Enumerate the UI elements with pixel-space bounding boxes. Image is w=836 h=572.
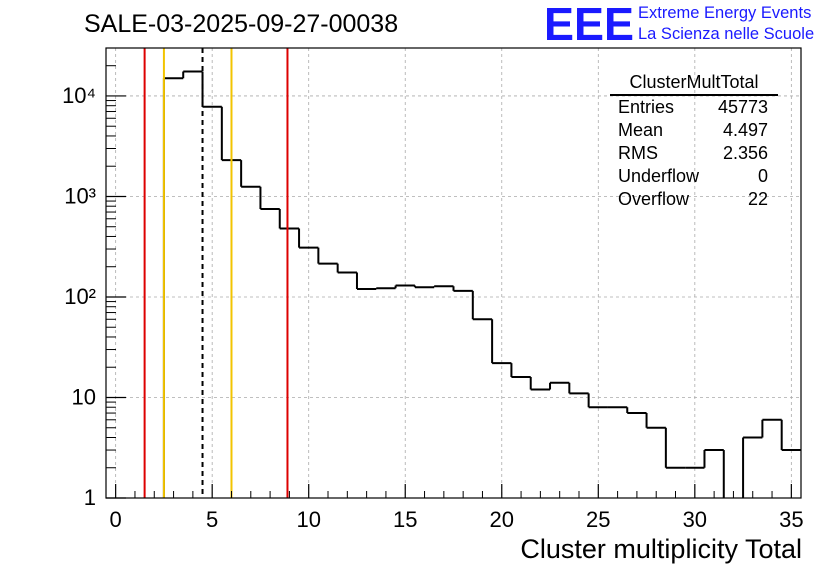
y-tick-label: 10 bbox=[72, 384, 96, 409]
stats-title: ClusterMultTotal bbox=[610, 70, 778, 96]
stats-row-rms: RMS 2.356 bbox=[610, 142, 778, 165]
x-axis: 0 5 10 15 20 25 30 35 bbox=[110, 484, 804, 532]
histogram-bin bbox=[703, 449, 724, 468]
x-tick-label: 10 bbox=[296, 507, 320, 532]
histogram-bin bbox=[549, 381, 570, 390]
histogram-bin bbox=[375, 287, 396, 290]
x-tick-label: 30 bbox=[683, 507, 707, 532]
histogram-bin bbox=[162, 77, 184, 498]
histogram-bin bbox=[433, 285, 454, 288]
histogram-bin bbox=[452, 286, 473, 292]
x-tick-label: 15 bbox=[393, 507, 417, 532]
y-tick-label: 10³ bbox=[64, 183, 96, 208]
histogram-bin bbox=[510, 363, 531, 378]
histogram-bin bbox=[336, 263, 357, 274]
stats-row-underflow: Underflow 0 bbox=[610, 165, 778, 188]
histogram-bin bbox=[394, 284, 415, 289]
logo-line-1: Extreme Energy Events bbox=[638, 4, 812, 22]
stats-key: Underflow bbox=[618, 166, 700, 186]
histogram-bin bbox=[626, 407, 647, 415]
histogram-bin bbox=[491, 319, 512, 365]
histogram-bin bbox=[182, 70, 203, 79]
histogram-bin bbox=[664, 427, 686, 469]
stats-key: RMS bbox=[618, 143, 658, 163]
histogram-bin bbox=[259, 186, 280, 211]
histogram-bin bbox=[645, 413, 666, 429]
stats-row-entries: Entries 45773 bbox=[610, 96, 778, 119]
x-tick-label: 0 bbox=[110, 507, 122, 532]
stats-row-mean: Mean 4.497 bbox=[610, 119, 778, 142]
run-title: SALE-03-2025-09-27-00038 bbox=[84, 10, 399, 38]
stats-key: Mean bbox=[618, 120, 664, 140]
y-tick-label: 10⁴ bbox=[62, 83, 96, 108]
histogram-bin bbox=[471, 290, 493, 321]
x-tick-label: 20 bbox=[490, 507, 514, 532]
histogram-bin bbox=[355, 272, 377, 291]
y-tick-label: 10² bbox=[64, 284, 96, 309]
histogram-bin bbox=[761, 418, 782, 438]
stats-row-overflow: Overflow 22 bbox=[610, 188, 778, 211]
stats-value: 2.356 bbox=[722, 143, 768, 163]
histogram-bin bbox=[568, 382, 589, 395]
histogram-bin bbox=[201, 71, 222, 108]
logo-line-2: La Scienza nelle Scuole bbox=[638, 25, 815, 43]
vertical-markers bbox=[143, 48, 289, 498]
histogram-bin bbox=[780, 419, 801, 452]
histogram-bin bbox=[278, 209, 300, 230]
eee-logo-mark: EEE bbox=[544, 2, 634, 46]
stats-value: 45773 bbox=[717, 97, 768, 117]
stats-value: 22 bbox=[747, 189, 768, 209]
x-tick-label: 5 bbox=[206, 507, 218, 532]
y-axis: 1 10 10² 10³ 10⁴ bbox=[62, 47, 126, 510]
histogram-bin bbox=[529, 376, 551, 391]
y-tick-label: 1 bbox=[84, 485, 96, 510]
x-tick-label: 25 bbox=[586, 507, 610, 532]
grid-lines bbox=[106, 48, 801, 498]
histogram-bin bbox=[587, 393, 608, 409]
histogram-bin bbox=[240, 160, 261, 188]
eee-logo: EEE bbox=[544, 2, 634, 46]
histogram-bin bbox=[317, 247, 338, 265]
stats-value: 4.497 bbox=[722, 120, 768, 140]
histogram-bin bbox=[298, 228, 319, 249]
x-axis-title: Cluster multiplicity Total bbox=[520, 534, 802, 564]
histogram-bin bbox=[742, 436, 763, 498]
stats-value: 0 bbox=[757, 166, 768, 186]
stats-box: ClusterMultTotal Entries 45773 Mean 4.49… bbox=[610, 70, 778, 211]
x-tick-label: 35 bbox=[779, 507, 803, 532]
histogram-bin bbox=[413, 285, 435, 289]
stats-key: Overflow bbox=[618, 189, 690, 209]
plot-frame bbox=[105, 47, 802, 499]
stats-key: Entries bbox=[618, 97, 675, 117]
